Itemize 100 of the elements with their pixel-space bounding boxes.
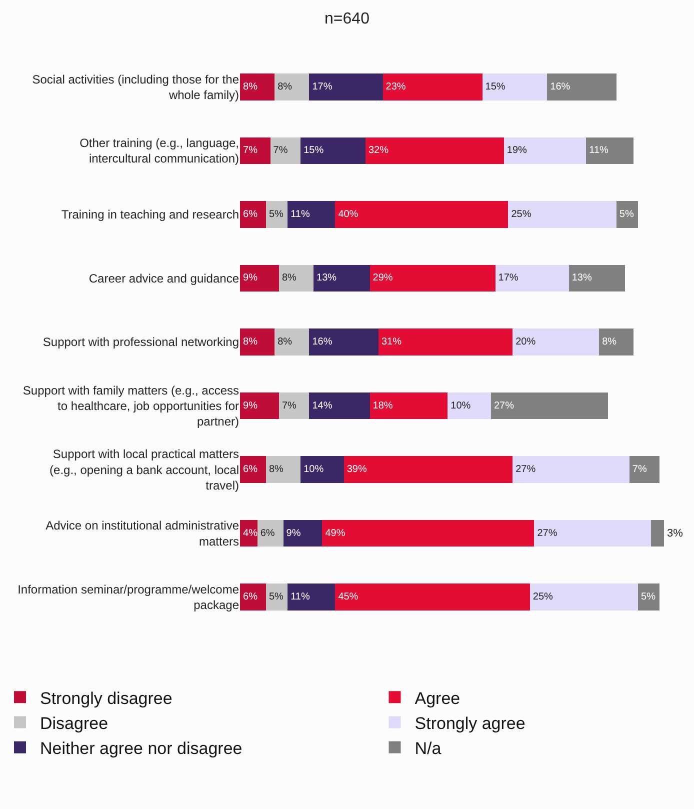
data-label: 6%	[243, 592, 258, 603]
data-label: 27%	[537, 528, 558, 539]
data-label: 32%	[368, 145, 389, 156]
bar	[270, 137, 301, 164]
data-label: 25%	[511, 208, 532, 220]
data-label: 7%	[243, 145, 258, 156]
y-tick-label: Training in teaching and research	[61, 208, 239, 222]
bar	[530, 584, 638, 610]
data-label: 8%	[268, 464, 284, 476]
data-label: 3%	[667, 527, 684, 540]
data-label: 29%	[372, 272, 393, 284]
bar	[309, 328, 378, 356]
bar	[278, 392, 310, 420]
bar	[274, 74, 310, 100]
data-label: 5%	[641, 592, 656, 603]
data-label: 11%	[290, 208, 310, 220]
bar	[240, 392, 279, 420]
data-label: 27%	[516, 464, 536, 476]
data-label: 5%	[619, 208, 634, 220]
data-label: 9%	[286, 528, 301, 539]
bar	[283, 520, 322, 547]
bar	[335, 584, 530, 610]
bar	[240, 201, 266, 228]
data-label: 8%	[278, 81, 292, 92]
bar	[504, 137, 586, 164]
data-label: 15%	[485, 81, 506, 92]
data-label: 6%	[243, 464, 258, 476]
bar	[300, 137, 366, 164]
bar	[586, 137, 634, 164]
bar	[309, 392, 370, 420]
data-label: 15%	[304, 145, 324, 156]
bar	[274, 328, 310, 356]
data-label: 5%	[268, 592, 284, 603]
bar	[240, 74, 275, 100]
data-label: 8%	[602, 336, 617, 348]
bar	[288, 584, 336, 610]
legend-label: Disagree	[40, 714, 108, 733]
data-label: 9%	[243, 272, 258, 284]
data-label: 7%	[273, 145, 288, 156]
y-tick-label: Career advice and guidance	[88, 271, 240, 286]
bar	[266, 201, 288, 228]
bar	[344, 456, 513, 483]
data-label: 39%	[346, 464, 367, 476]
bar	[547, 74, 616, 100]
bar	[495, 264, 569, 292]
bar	[370, 392, 448, 420]
data-label: 6%	[260, 528, 275, 539]
bar	[288, 201, 336, 228]
data-label: 45%	[338, 592, 358, 603]
data-label: 8%	[243, 81, 258, 92]
bar	[365, 137, 504, 164]
chart-title: n=640	[324, 10, 370, 28]
bar	[266, 584, 288, 610]
data-label: 8%	[282, 272, 296, 284]
bar	[240, 137, 270, 164]
y-tick-label: Support with local practical matters (e.g., opening a bank account, local travel)	[50, 447, 239, 492]
bar	[568, 264, 626, 292]
bar	[278, 264, 314, 292]
data-label: 11%	[589, 145, 608, 156]
data-label: 13%	[316, 272, 337, 284]
bar	[309, 74, 383, 100]
bar	[266, 456, 301, 483]
bar	[370, 264, 496, 292]
data-label: 13%	[572, 272, 592, 284]
bar	[599, 328, 634, 356]
legend-label: N/a	[414, 738, 442, 758]
data-label: 18%	[372, 400, 393, 412]
bar	[314, 264, 370, 292]
data-label: 5%	[268, 208, 284, 220]
bar	[240, 456, 266, 483]
data-label: 10%	[304, 464, 324, 476]
data-label: 4%	[243, 528, 258, 539]
data-label: 23%	[386, 81, 406, 92]
legend-label: Agree	[414, 688, 460, 708]
data-label: 16%	[312, 336, 332, 348]
data-label: 40%	[338, 208, 358, 220]
bar	[508, 201, 616, 228]
data-label: 19%	[506, 145, 528, 156]
y-tick-label: Support with family matters (e.g., access to healthcare, job opportunities for partner)	[22, 383, 239, 429]
data-label: 49%	[325, 528, 346, 539]
y-tick-label: Other training (e.g., language, intercultural communication)	[80, 136, 239, 166]
data-label: 7%	[632, 464, 647, 476]
bar	[490, 392, 608, 420]
data-label: 11%	[290, 592, 310, 603]
bar	[240, 584, 266, 610]
bar	[651, 520, 664, 547]
bar	[300, 456, 344, 483]
bar	[335, 201, 508, 228]
data-label: 8%	[278, 336, 292, 348]
bar	[378, 328, 513, 356]
bar	[482, 74, 548, 100]
data-label: 8%	[243, 336, 258, 348]
data-label: 16%	[550, 81, 570, 92]
data-label: 14%	[312, 400, 332, 412]
data-label: 7%	[282, 400, 296, 412]
data-label: 25%	[532, 592, 554, 603]
legend-label: Strongly agree	[414, 714, 526, 733]
bar	[638, 584, 660, 610]
bar	[448, 392, 491, 420]
data-label: 9%	[243, 400, 258, 412]
